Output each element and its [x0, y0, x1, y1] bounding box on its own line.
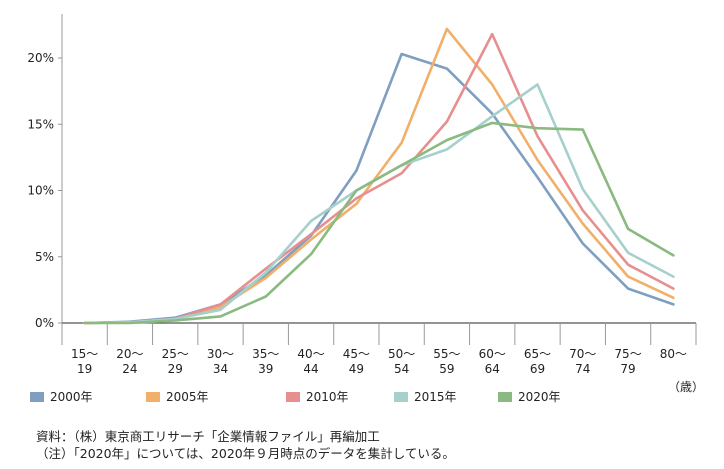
- x-tick-label: 20〜: [116, 347, 143, 361]
- x-tick-label: 70〜: [569, 347, 596, 361]
- x-tick-label: 59: [439, 362, 454, 376]
- line-chart: 0% 5% 10% 15% 20% 15〜19 20〜24 25〜29 30〜34 35〜39 40…: [27, 14, 697, 376]
- x-tick-label: 19: [77, 362, 92, 376]
- legend-item: 2010年: [286, 388, 349, 405]
- x-tick-label: 64: [485, 362, 500, 376]
- x-tick-label: 25〜: [162, 347, 189, 361]
- legend-label: 2000年: [50, 390, 93, 404]
- x-tick-label: 50〜: [388, 347, 415, 361]
- legend-label: 2005年: [166, 390, 209, 404]
- x-tick-label: 60〜: [479, 347, 506, 361]
- x-tick-label: 45〜: [343, 347, 370, 361]
- legend: 2000年 2005年 2010年 2015年 2020年: [30, 388, 630, 408]
- x-tick-label: 35〜: [252, 347, 279, 361]
- series-line-2005年: [83, 27, 675, 325]
- x-tick-label: 80〜: [660, 347, 687, 361]
- legend-swatch: [286, 391, 300, 402]
- legend-swatch: [394, 391, 408, 402]
- legend-label: 2015年: [414, 390, 457, 404]
- legend-item: 2000年: [30, 388, 93, 405]
- x-tick-label: 34: [213, 362, 228, 376]
- x-tick-label: 75〜: [614, 347, 641, 361]
- y-tick-label: 10%: [27, 184, 54, 198]
- x-tick-label: 44: [303, 362, 318, 376]
- notes: 資料：（株）東京商工リサーチ「企業情報ファイル」再編加工 （注）「2020年」に…: [36, 428, 455, 462]
- y-tick-label: 15%: [27, 117, 54, 131]
- legend-item: 2005年: [146, 388, 209, 405]
- source-note: 資料：（株）東京商工リサーチ「企業情報ファイル」再編加工: [36, 429, 380, 444]
- legend-item: 2015年: [394, 388, 457, 405]
- x-tick-label: 74: [575, 362, 590, 376]
- x-tick-label: 69: [530, 362, 545, 376]
- series-line-2000年: [83, 52, 675, 325]
- x-tick-label: 55〜: [433, 347, 460, 361]
- y-tick-label: 0%: [35, 316, 54, 330]
- legend-label: 2010年: [306, 390, 349, 404]
- legend-item: 2020年: [498, 388, 561, 405]
- legend-label: 2020年: [518, 390, 561, 404]
- x-tick-label: 29: [168, 362, 183, 376]
- x-tick-label: 24: [122, 362, 137, 376]
- x-tick-label: 65〜: [524, 347, 551, 361]
- x-tick-label: 30〜: [207, 347, 234, 361]
- x-tick-label: 79: [620, 362, 635, 376]
- x-tick-label: 54: [394, 362, 409, 376]
- x-tick-label: 49: [349, 362, 364, 376]
- series-line-2020年: [83, 121, 675, 325]
- legend-swatch: [30, 391, 44, 402]
- y-tick-label: 20%: [27, 51, 54, 65]
- x-axis-unit: （歳）: [668, 380, 705, 394]
- legend-swatch: [146, 391, 160, 402]
- x-tick-label: 40〜: [297, 347, 324, 361]
- x-tick-label: 15〜: [71, 347, 98, 361]
- series-line-2015年: [83, 83, 675, 325]
- legend-swatch: [498, 391, 512, 402]
- footnote: （注）「2020年」については、2020年９月時点のデータを集計している。: [36, 446, 455, 461]
- x-tick-label: 39: [258, 362, 273, 376]
- y-tick-label: 5%: [35, 250, 54, 264]
